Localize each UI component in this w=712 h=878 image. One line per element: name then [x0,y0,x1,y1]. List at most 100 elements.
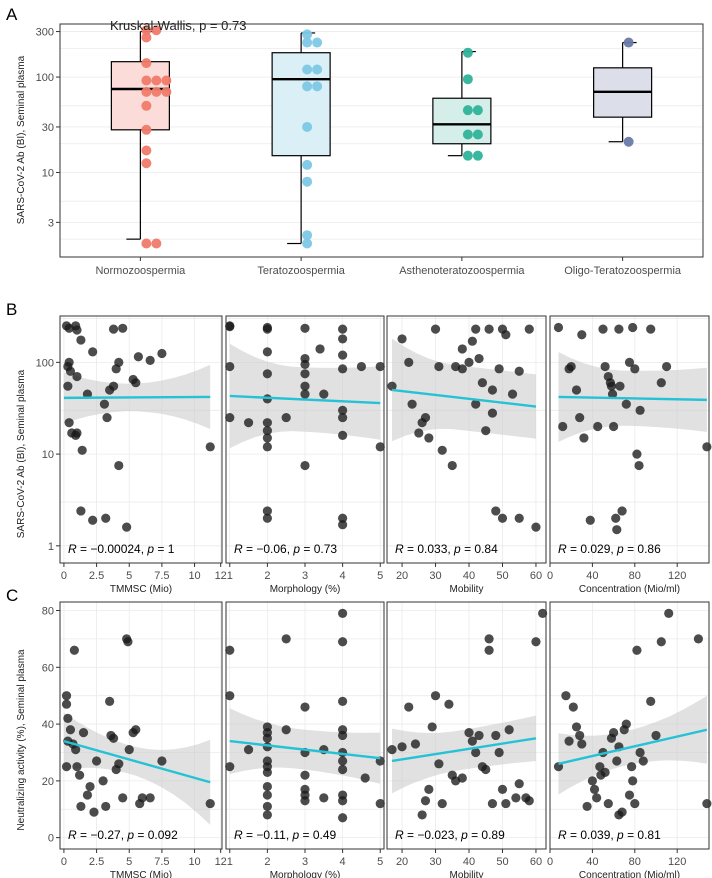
panel-b-data-point [76,506,86,516]
panel-b-data-point [656,378,666,388]
panel-b-data-point [338,364,348,374]
panel-c-data-point [627,762,637,772]
panel-b-data-point [531,522,541,532]
panel-b-data-point [262,426,272,436]
panel-c-data-point [646,696,656,706]
panel-c-data-point [656,637,666,647]
panel-c-y-label: Neutralizing activity (%), Seminal plasm… [16,649,27,831]
panel-b-x-tick-label: 40 [463,570,475,582]
panel-b-data-point [558,421,568,432]
panel-c-y-tick-label: 60 [42,662,54,674]
panel-c-confidence-band [558,695,707,795]
panel-b-y-tick-label: 10 [42,449,54,461]
panel-a-data-point [141,100,152,111]
panel-b-data-point [553,322,564,333]
panel-a-data-point [302,121,313,132]
panel-b-data-point [634,460,644,471]
panel-c-data-point [85,781,95,792]
panel-c-data-point [82,790,93,800]
panel-b-x-tick-label: 30 [429,570,441,582]
panel-c-data-point [262,781,272,792]
panel-b-data-point [579,433,589,443]
panel-b-data-point [262,369,272,379]
panel-b-data-point [614,324,624,334]
panel-b-data-point [571,385,582,395]
panel-b-data-point [598,324,608,334]
panel-c-data-point [262,810,272,820]
panel-c-data-point [464,727,474,738]
panel-b-data-point [646,324,656,334]
panel-c-data-point [430,691,441,701]
panel-b-data-point [577,330,587,340]
panel-c-x-tick-label: 50 [496,856,508,868]
panel-c-data-point [427,722,437,732]
panel-c-data-point [76,801,86,812]
panel-a-y-tick-label: 30 [42,122,54,134]
panel-c-x-tick-label: 7.5 [154,856,169,868]
panel-b-data-point [338,412,348,423]
panel-c-data-point [444,699,454,709]
panel-b-data-point [593,421,603,432]
panel-b-data-point [225,361,235,372]
panel-a-data-point [302,176,313,187]
panel-b-data-point [397,334,407,344]
panel-b-data-point [262,433,272,443]
panel-b-regression-line [558,395,707,402]
panel-c-data-point [300,796,310,806]
panel-a-data-point [151,86,162,97]
panel-c-y-tick-label: 20 [42,776,54,788]
panel-b-data-point [628,322,638,333]
panel-c-data-point [101,801,111,812]
panel-a-data-point [141,238,152,249]
panel-a-y-tick-label: 100 [36,72,54,84]
panel-a-data-point [141,25,152,36]
panel-c-data-point [404,702,414,712]
panel-b-data-point [281,412,291,423]
panel-b-stat-annotation: R = 0.033, p = 0.84 [395,542,498,556]
panel-b-x-tick-label: 2 [264,570,270,582]
panel-a-y-tick-label: 10 [42,167,54,179]
panel-a-data-point [141,32,152,43]
panel-b-data-point [474,353,484,364]
panel-b-data-point [464,357,474,367]
panel-c-stat-annotation: R = 0.039, p = 0.81 [558,828,661,842]
panel-c-subplot-2: 1 2 3 4 5 Morphology (%) R = −0.11, p = 0.49 [225,601,385,878]
panel-b-confidence-band [558,352,707,442]
panel-c-subplot-1: 0 2.5 5 7.5 10 12 TMMSC (Mio) R = −0.27, p = 0.… [59,601,227,878]
panel-c-data-point [114,759,124,769]
panel-c-data-point [157,756,167,766]
panel-c-data-point [262,733,272,743]
panel-c-data-point [387,745,397,755]
panel-c-data-point [589,784,600,794]
panel-a-y-label: SARS-CoV-2 Ab (BI), Seminal plasma [16,55,27,224]
panel-c-subplot-3: 20 30 40 50 60 Mobility R = −0.023, p = 0.89 [386,601,548,878]
panel-a-data-point [623,136,634,147]
panel-c-data-point [628,776,638,786]
panel-c-data-point [338,813,348,823]
panel-c-data-point [417,810,427,820]
panel-b-subplot-4: 0 40 80 120 Concentration (Mio/ml) R = 0.029,… [547,315,712,595]
panel-b-data-point [575,412,585,423]
panel-b-data-point [611,513,621,523]
panel-c-data-point [582,801,592,812]
panel-b-data-point [507,389,518,399]
panel-c-y-tick-label: 40 [42,719,54,731]
panel-c-data-point [638,756,648,766]
panel-b-x-tick-label: 3 [302,570,308,582]
panel-b-data-point [262,347,272,357]
panel-a-data-point [472,105,483,116]
panel-c-data-point [424,784,434,794]
panel-b-subplot-2: 1 2 3 4 5 Morphology (%) R = −0.06, p = 0.73 [225,315,385,595]
panel-c-y-tick-label: 0 [48,833,54,845]
panel-c-data-point [61,762,72,772]
panel-b-data-point [157,348,167,359]
panel-c-data-point [397,742,407,752]
panel-b-data-point [133,352,143,362]
panel-c-data-point [568,702,578,712]
panel-c-data-point [600,767,610,777]
panel-b-data-point [225,322,235,332]
panel-a-data-point [302,64,313,75]
panel-c-data-point [262,790,272,800]
panel-b-data-point [88,515,98,525]
